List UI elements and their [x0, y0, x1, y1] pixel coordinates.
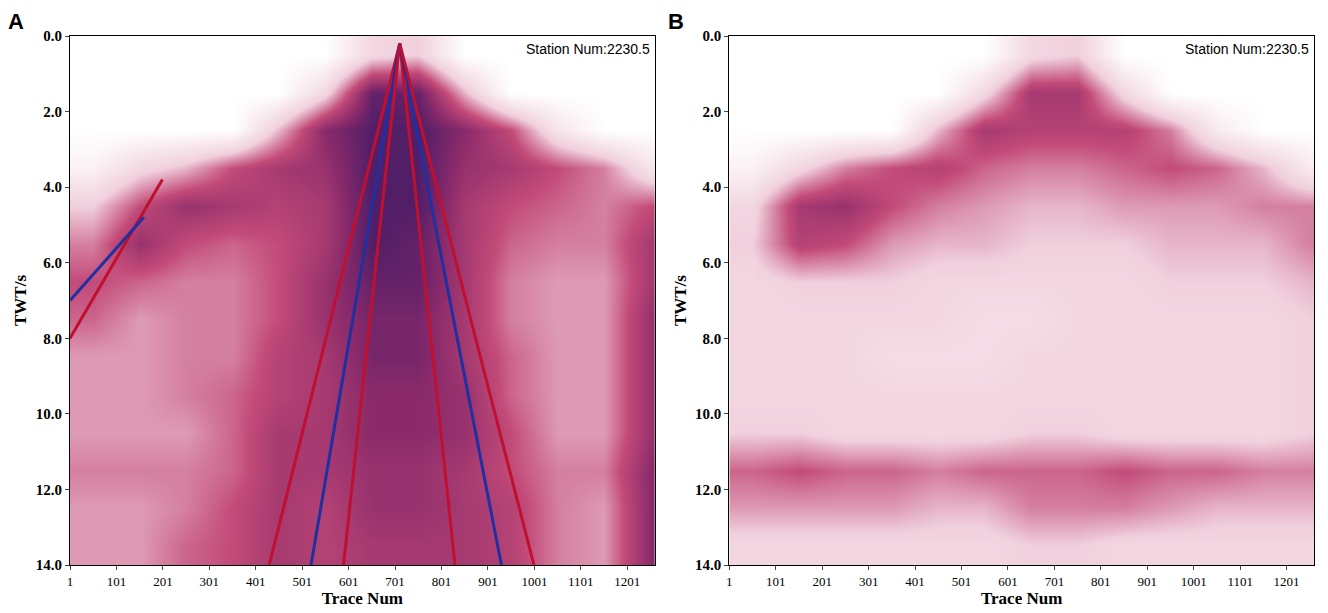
svg-text:301: 301 [859, 574, 879, 589]
svg-text:501: 501 [952, 574, 972, 589]
svg-text:901: 901 [478, 574, 498, 589]
svg-text:4.0: 4.0 [43, 179, 62, 195]
svg-text:8.0: 8.0 [43, 331, 62, 347]
svg-text:2.0: 2.0 [703, 104, 722, 120]
svg-text:14.0: 14.0 [36, 557, 62, 573]
svg-text:14.0: 14.0 [695, 557, 721, 573]
svg-text:201: 201 [812, 574, 832, 589]
svg-text:1201: 1201 [614, 574, 640, 589]
svg-text:6.0: 6.0 [43, 255, 62, 271]
svg-text:12.0: 12.0 [695, 482, 721, 498]
svg-text:10.0: 10.0 [36, 406, 62, 422]
svg-text:12.0: 12.0 [36, 482, 62, 498]
svg-text:601: 601 [339, 574, 359, 589]
svg-text:1001: 1001 [1181, 574, 1207, 589]
svg-text:0.0: 0.0 [703, 28, 722, 44]
svg-text:Station Num:2230.5: Station Num:2230.5 [526, 41, 650, 57]
svg-text:101: 101 [766, 574, 786, 589]
svg-text:1: 1 [726, 574, 733, 589]
svg-text:Trace Num: Trace Num [322, 589, 403, 608]
svg-text:10.0: 10.0 [695, 406, 721, 422]
svg-text:901: 901 [1138, 574, 1158, 589]
svg-text:701: 701 [385, 574, 405, 589]
svg-text:501: 501 [292, 574, 312, 589]
svg-text:1101: 1101 [1227, 574, 1253, 589]
svg-text:0.0: 0.0 [43, 28, 62, 44]
svg-text:401: 401 [905, 574, 925, 589]
svg-text:6.0: 6.0 [703, 255, 722, 271]
svg-text:1: 1 [67, 574, 74, 589]
svg-text:8.0: 8.0 [703, 331, 722, 347]
svg-text:4.0: 4.0 [703, 179, 722, 195]
svg-text:B: B [668, 9, 684, 34]
svg-text:601: 601 [998, 574, 1018, 589]
svg-text:Station Num:2230.5: Station Num:2230.5 [1185, 41, 1309, 57]
svg-text:1001: 1001 [521, 574, 547, 589]
svg-text:201: 201 [153, 574, 173, 589]
svg-text:TWT/s: TWT/s [11, 275, 30, 326]
svg-text:Trace Num: Trace Num [981, 589, 1062, 608]
svg-text:401: 401 [246, 574, 266, 589]
svg-text:701: 701 [1045, 574, 1065, 589]
svg-text:A: A [8, 9, 24, 34]
svg-text:101: 101 [107, 574, 127, 589]
svg-text:801: 801 [1091, 574, 1111, 589]
svg-text:801: 801 [432, 574, 452, 589]
svg-text:2.0: 2.0 [43, 104, 62, 120]
svg-text:TWT/s: TWT/s [671, 275, 690, 326]
svg-text:1201: 1201 [1274, 574, 1300, 589]
svg-text:301: 301 [200, 574, 220, 589]
svg-text:1101: 1101 [568, 574, 594, 589]
